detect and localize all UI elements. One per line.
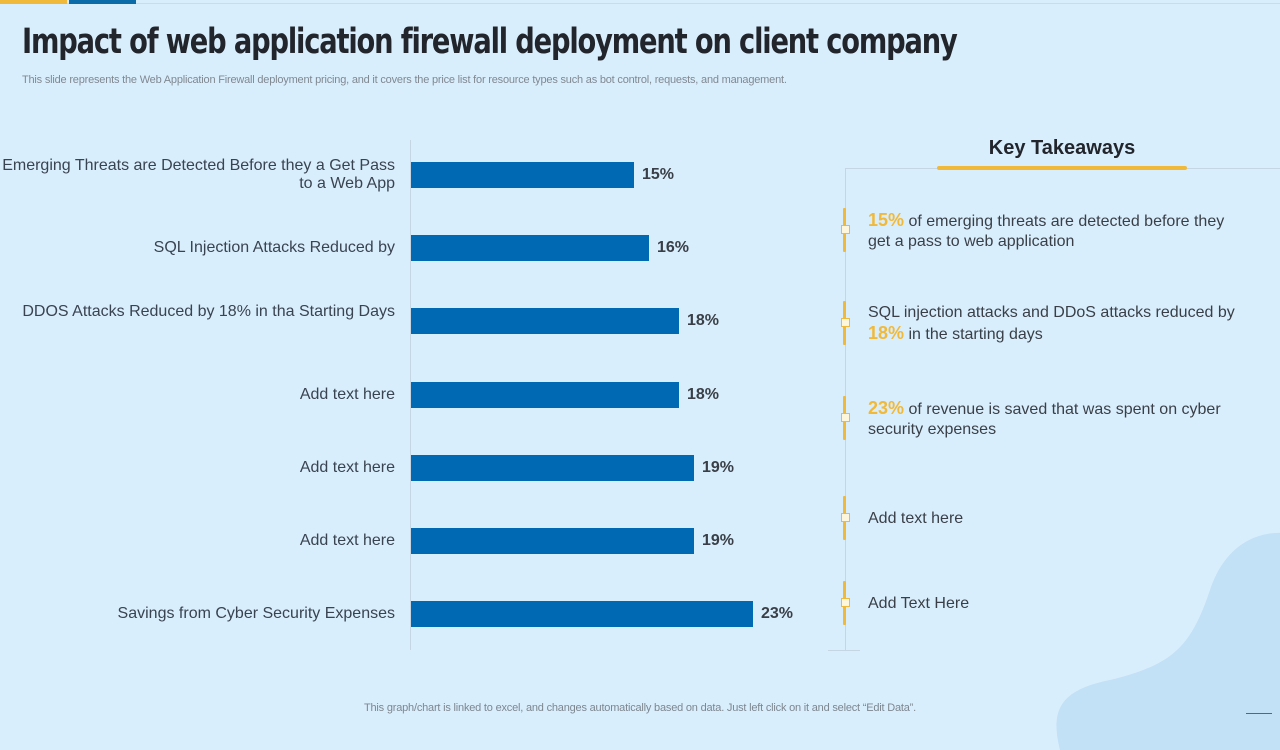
accent-bar-yellow xyxy=(0,0,67,4)
takeaway-text: Add Text Here xyxy=(868,595,970,612)
takeaway-highlight: 18% xyxy=(868,323,905,343)
bar[interactable] xyxy=(411,162,634,188)
bar[interactable] xyxy=(411,601,753,628)
bar[interactable] xyxy=(411,454,694,481)
bar[interactable] xyxy=(411,381,679,408)
takeaway-item: 15% of emerging threats are detected bef… xyxy=(868,210,1238,252)
category-label: Emerging Threats are Detected Before the… xyxy=(2,157,395,192)
value-label: 15% xyxy=(642,166,675,183)
value-label: 18% xyxy=(687,385,720,403)
timeline-marker-icon xyxy=(841,208,850,252)
category-label: Savings from Cyber Security Expenses xyxy=(117,605,395,623)
takeaway-text: SQL injection attacks and DDoS attacks r… xyxy=(868,304,1235,321)
top-rule xyxy=(0,3,1280,4)
accent-bar-blue xyxy=(69,0,136,4)
category-label: Add text here xyxy=(299,532,395,549)
slide-subtitle: This slide represents the Web Applicatio… xyxy=(22,74,787,86)
takeaway-item: SQL injection attacks and DDoS attacks r… xyxy=(868,303,1238,345)
category-label: Add text here xyxy=(299,458,395,476)
category-label: Add text here xyxy=(299,385,395,403)
takeaway-text: of emerging threats are detected before … xyxy=(868,213,1225,250)
value-label: 23% xyxy=(761,605,794,623)
bar-chart[interactable]: Emerging Threats are Detected Before the… xyxy=(0,130,830,660)
takeaway-text: Add text here xyxy=(868,510,964,527)
category-label: DDOS Attacks Reduced by 18% in tha Start… xyxy=(22,303,395,321)
bar[interactable] xyxy=(411,235,649,262)
bar[interactable] xyxy=(411,528,694,554)
key-takeaways-underline xyxy=(937,166,1187,170)
takeaway-item: Add Text Here xyxy=(868,592,1238,614)
slide-title: Impact of web application firewall deplo… xyxy=(22,22,958,62)
timeline-marker-icon xyxy=(841,301,850,345)
key-takeaways-title: Key Takeaways xyxy=(988,137,1136,159)
category-label: SQL Injection Attacks Reduced by xyxy=(153,239,395,257)
value-label: 19% xyxy=(702,458,735,476)
timeline-marker-icon xyxy=(841,396,850,440)
category-axis-line xyxy=(410,140,411,650)
takeaway-item: Add text here xyxy=(868,507,1238,529)
decorative-blob xyxy=(1056,532,1280,750)
timeline-marker-icon xyxy=(841,496,850,540)
takeaways-timeline-foot xyxy=(828,650,860,651)
footer-note: This graph/chart is linked to excel, and… xyxy=(364,702,916,714)
bar[interactable] xyxy=(411,308,679,335)
value-label: 19% xyxy=(702,532,735,549)
takeaway-text: of revenue is saved that was spent on cy… xyxy=(868,401,1221,438)
value-label: 16% xyxy=(657,239,690,257)
value-label: 18% xyxy=(687,312,720,330)
corner-line xyxy=(1246,713,1272,714)
takeaway-highlight: 15% xyxy=(868,210,905,230)
takeaway-highlight: 23% xyxy=(868,398,905,418)
timeline-marker-icon xyxy=(841,581,850,625)
takeaway-item: 23% of revenue is saved that was spent o… xyxy=(868,398,1238,440)
takeaway-text: in the starting days xyxy=(904,326,1043,343)
